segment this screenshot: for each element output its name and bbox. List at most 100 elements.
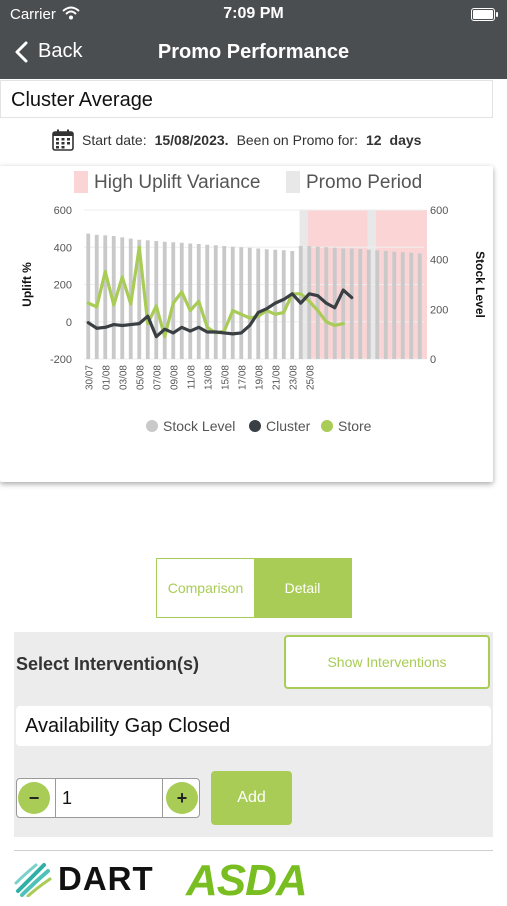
- show-interventions-button[interactable]: Show Interventions: [284, 635, 490, 689]
- cluster-title: Cluster Average: [0, 80, 493, 118]
- y2-tick-label: 0: [430, 354, 436, 366]
- legend-label: Store: [338, 418, 372, 434]
- stock-bar: [247, 247, 252, 359]
- stock-bar: [154, 241, 159, 359]
- x-tick-label: 11/08: [186, 365, 197, 390]
- back-button[interactable]: Back: [14, 40, 82, 63]
- tab-detail[interactable]: Detail: [254, 559, 351, 617]
- stock-bar: [281, 250, 286, 359]
- stock-bar: [417, 253, 422, 359]
- stock-bar: [315, 246, 320, 359]
- stock-bar: [86, 233, 91, 359]
- legend-dot: [146, 420, 158, 432]
- stock-bar: [179, 242, 184, 359]
- quantity-stepper: − 1 +: [16, 778, 200, 818]
- dart-swirl-icon: [14, 863, 52, 897]
- days-value: 12: [365, 132, 382, 148]
- tab-comparison[interactable]: Comparison: [157, 559, 254, 617]
- stock-bar: [366, 249, 371, 359]
- y2-axis-label: Stock Level: [473, 251, 487, 318]
- stock-bar: [409, 252, 414, 359]
- quantity-input[interactable]: 1: [55, 779, 163, 817]
- y2-tick-label: 200: [430, 304, 448, 316]
- carrier-label: Carrier: [10, 6, 56, 23]
- stock-bar: [145, 240, 150, 359]
- days-unit: days: [389, 132, 422, 148]
- stock-bar: [400, 252, 405, 359]
- x-tick-label: 17/08: [237, 365, 248, 390]
- asda-logo: ASDA: [186, 856, 308, 905]
- stock-bar: [290, 250, 295, 359]
- wifi-icon: [62, 6, 80, 20]
- stock-bar: [162, 241, 167, 359]
- stock-bar: [103, 235, 108, 359]
- x-tick-label: 30/07: [84, 365, 95, 390]
- stock-bar: [349, 248, 354, 359]
- view-toggle: Comparison Detail: [156, 558, 352, 618]
- start-date: 15/08/2023.: [154, 132, 229, 148]
- x-tick-label: 19/08: [254, 365, 265, 390]
- x-tick-label: 09/08: [169, 365, 180, 390]
- stock-bar: [188, 243, 193, 359]
- stock-bar: [230, 246, 235, 359]
- intervention-label: Select Intervention(s): [16, 654, 200, 674]
- stock-bar: [332, 247, 337, 359]
- y-tick-label: 400: [54, 242, 72, 254]
- legend-label: Stock Level: [163, 418, 235, 434]
- stock-bar: [341, 248, 346, 359]
- x-tick-label: 13/08: [203, 365, 214, 390]
- cluster-line: [86, 288, 354, 339]
- stock-bar: [264, 249, 269, 359]
- y-tick-label: 200: [54, 280, 72, 292]
- promo-info: Start date: 15/08/2023. Been on Promo fo…: [52, 127, 421, 153]
- intervention-select[interactable]: Availability Gap Closed: [16, 706, 491, 746]
- legend-dot: [249, 420, 261, 432]
- chevron-left-icon: [15, 41, 28, 62]
- x-tick-label: 01/08: [101, 365, 112, 390]
- status-bar: Carrier 7:09 PM: [0, 0, 507, 28]
- stock-bar: [137, 239, 142, 359]
- y2-tick-label: 400: [430, 255, 448, 267]
- y-tick-label: 0: [66, 317, 72, 329]
- status-time: 7:09 PM: [223, 5, 284, 22]
- stock-bar: [256, 248, 261, 359]
- x-tick-label: 21/08: [271, 365, 282, 390]
- x-tick-label: 05/08: [135, 365, 146, 390]
- intervention-panel: Select Intervention(s) Show Intervention…: [14, 632, 493, 837]
- stock-bar: [383, 250, 388, 359]
- stock-bar: [222, 246, 227, 359]
- y-tick-label: -200: [50, 354, 72, 366]
- dart-label: DART: [58, 860, 154, 897]
- back-label: Back: [38, 40, 83, 62]
- chart-card: 600 400 200 0 -200 600 400 200 0 Uplift % Stock Le…: [0, 166, 493, 482]
- stock-bar: [120, 237, 125, 359]
- been-label: Been on Promo for:: [236, 132, 358, 148]
- stock-bar: [358, 248, 363, 359]
- start-label: Start date:: [82, 132, 147, 148]
- stock-bar: [239, 247, 244, 359]
- legend-label: Cluster: [266, 418, 311, 434]
- chart: 600 400 200 0 -200 600 400 200 0 Uplift % Stock Le…: [20, 171, 487, 434]
- promo-legend-label: Promo Period: [306, 172, 422, 193]
- plus-icon[interactable]: +: [166, 782, 198, 814]
- nav-bar: Back Promo Performance: [0, 28, 507, 79]
- page-title: Promo Performance: [157, 41, 350, 63]
- dart-logo: DART: [14, 860, 154, 898]
- variance-legend-label: High Uplift Variance: [94, 172, 261, 193]
- y2-tick-label: 600: [430, 205, 448, 217]
- variance-legend-swatch: [74, 171, 88, 193]
- y-tick-label: 600: [54, 205, 72, 217]
- x-tick-label: 03/08: [118, 365, 129, 390]
- x-tick-label: 23/08: [288, 365, 299, 390]
- x-tick-label: 07/08: [152, 365, 163, 390]
- stock-bar: [205, 244, 210, 359]
- x-tick-label: 25/08: [305, 365, 316, 390]
- battery-icon: [471, 8, 498, 21]
- minus-icon[interactable]: −: [18, 782, 50, 814]
- stock-bar: [375, 250, 380, 359]
- add-button[interactable]: Add: [211, 771, 292, 825]
- promo-legend-swatch: [286, 171, 300, 193]
- stock-bar: [94, 234, 99, 359]
- stock-bar: [213, 245, 218, 359]
- x-tick-label: 15/08: [220, 365, 231, 390]
